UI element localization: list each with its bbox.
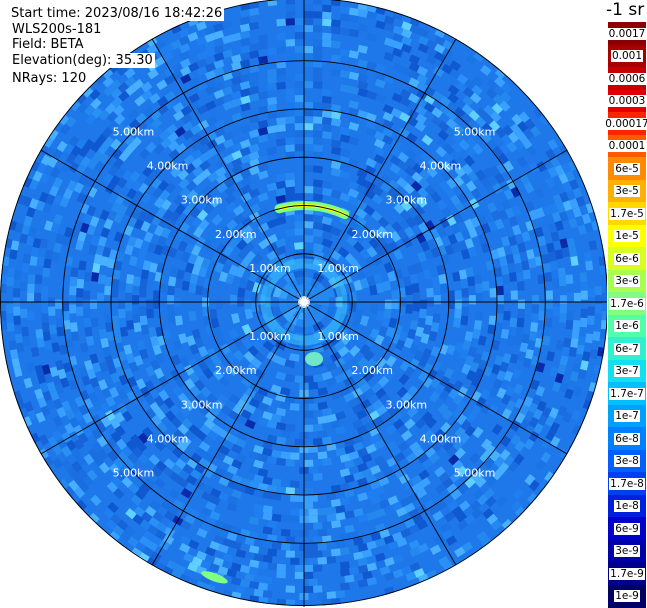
colorbar-label: 6e-6 xyxy=(614,252,640,265)
colorbar-label: 6e-8 xyxy=(614,432,640,445)
range-label: 3.00km xyxy=(181,194,223,207)
colorbar-label: 1.7e-9 xyxy=(609,567,645,580)
colorbar-level: 3e-8 xyxy=(608,449,646,473)
feature-patch-far xyxy=(201,571,228,584)
colorbar-label: 3e-7 xyxy=(614,365,640,377)
colorbar-label: 1e-8 xyxy=(614,500,640,512)
range-grid xyxy=(0,0,607,607)
colorbar-level: 6e-7 xyxy=(608,337,646,360)
colorbar-label: 0.0017 xyxy=(607,27,647,40)
colorbar-level: 1e-7 xyxy=(608,404,646,428)
colorbar-label: 0.00017 xyxy=(604,117,647,130)
feature-patch-south xyxy=(305,352,324,367)
colorbar-label: 1e-5 xyxy=(614,230,640,242)
range-label: 4.00km xyxy=(147,432,189,445)
range-label: 2.00km xyxy=(351,228,393,241)
colorbar-label: 6e-5 xyxy=(614,162,640,175)
range-label: 1.00km xyxy=(317,262,359,275)
colorbar-level: 6e-9 xyxy=(608,517,646,540)
range-label: 2.00km xyxy=(351,364,393,377)
colorbar-label: 0.0003 xyxy=(607,95,647,107)
range-label: 4.00km xyxy=(147,160,189,173)
colorbar-level: 1.7e-9 xyxy=(608,562,646,585)
colorbar-label: 3e-5 xyxy=(614,185,640,197)
range-label: 3.00km xyxy=(386,398,428,411)
colorbar-unit: -1 sr xyxy=(606,0,645,20)
colorbar-level: 0.0006 xyxy=(607,67,647,90)
colorbar-level: 6e-6 xyxy=(608,247,646,270)
colorbar-level: 0.001 xyxy=(608,44,646,68)
range-label: 2.00km xyxy=(215,228,257,241)
colorbar-level: 0.0017 xyxy=(607,22,647,45)
range-label: 1.00km xyxy=(317,330,359,343)
range-label: 4.00km xyxy=(420,160,462,173)
range-label: 3.00km xyxy=(386,194,428,207)
colorbar-level: 3e-5 xyxy=(608,179,646,203)
instrument-label: WLS200s-181 xyxy=(12,22,104,37)
colorbar-label: 0.0001 xyxy=(607,140,647,152)
colorbar-label: 1e-7 xyxy=(614,410,640,422)
colorbar-label: 1.7e-8 xyxy=(609,477,645,490)
colorbar-level: 1e-9 xyxy=(608,584,646,608)
colorbar-level: 3e-7 xyxy=(608,359,646,383)
colorbar-label: 0.0006 xyxy=(607,72,647,85)
colorbar-label: 6e-7 xyxy=(614,342,640,355)
colorbar-label: 1e-6 xyxy=(614,320,640,332)
nrays-label: NRays: 120 xyxy=(12,71,89,86)
colorbar-label: 3e-9 xyxy=(614,545,640,557)
colorbar-label: 3e-6 xyxy=(614,275,640,287)
colorbar: 0.0017 0.001 0.0006 0.0003 0.00017 0.0001 6e-5… xyxy=(604,0,647,608)
elevation-label: Elevation(deg): 35.30 xyxy=(12,53,155,68)
range-label: 5.00km xyxy=(454,125,496,138)
colorbar-level: 0.0001 xyxy=(607,134,647,158)
colorbar-level: 1e-8 xyxy=(608,494,646,518)
colorbar-level: 1.7e-6 xyxy=(608,292,646,315)
range-label: 1.00km xyxy=(249,330,291,343)
colorbar-label: 1.7e-6 xyxy=(609,297,645,310)
colorbar-level: 1.7e-8 xyxy=(608,472,646,495)
colorbar-label: 1.7e-5 xyxy=(609,207,645,220)
colorbar-level: 1.7e-7 xyxy=(608,382,646,405)
colorbar-level: 0.0003 xyxy=(607,89,647,113)
range-labels: 1.00km 1.00km 1.00km 1.00km 2.00km 2.00km 2.00… xyxy=(113,125,496,479)
range-label: 5.00km xyxy=(113,467,155,480)
colorbar-level: 3e-9 xyxy=(608,539,646,563)
range-label: 1.00km xyxy=(249,262,291,275)
colorbar-level: 6e-8 xyxy=(608,427,646,450)
range-label: 4.00km xyxy=(420,432,462,445)
colorbar-label: 3e-8 xyxy=(614,455,640,467)
colorbar-level: 3e-6 xyxy=(608,269,646,293)
colorbar-level: 1e-6 xyxy=(608,314,646,338)
colorbar-level: 1e-5 xyxy=(608,224,646,248)
field-label: Field: BETA xyxy=(12,37,86,52)
colorbar-label: 1e-9 xyxy=(614,590,640,602)
range-label: 2.00km xyxy=(215,364,257,377)
ppi-plot: 1.00km 1.00km 1.00km 1.00km 2.00km 2.00km 2.00… xyxy=(0,0,607,607)
range-label: 5.00km xyxy=(113,125,155,138)
start-time-label: Start time: 2023/08/16 18:42:26 xyxy=(11,6,225,21)
range-label: 5.00km xyxy=(454,467,496,480)
colorbar-level: 6e-5 xyxy=(608,157,646,180)
colorbar-level: 1.7e-5 xyxy=(608,202,646,225)
colorbar-label: 0.001 xyxy=(610,50,644,62)
colorbar-level: 0.00017 xyxy=(604,112,647,135)
colorbar-label: 6e-9 xyxy=(614,522,640,535)
colorbar-label: 1.7e-7 xyxy=(609,387,645,400)
range-label: 3.00km xyxy=(181,398,223,411)
